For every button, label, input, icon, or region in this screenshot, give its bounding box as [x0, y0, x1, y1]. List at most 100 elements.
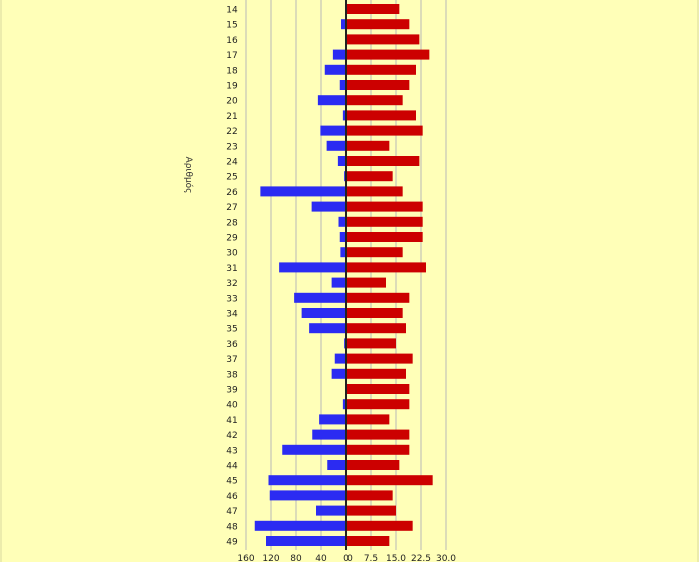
- bar-right-37: [346, 353, 413, 364]
- bar-left-15: [341, 19, 346, 30]
- bar-left-19: [339, 80, 346, 90]
- bar-right-41: [346, 414, 390, 425]
- category-label-35: 35: [226, 325, 237, 335]
- bar-left-38: [331, 368, 346, 379]
- x-tick-label-left: 160: [237, 554, 254, 562]
- bar-right-25: [346, 171, 393, 182]
- bar-left-26: [260, 186, 346, 197]
- category-label-36: 36: [226, 340, 238, 350]
- bar-right-36: [346, 338, 396, 349]
- bar-right-45: [346, 475, 433, 486]
- bar-left-22: [320, 125, 346, 136]
- bar-right-38: [346, 368, 406, 379]
- y-axis-label: Αριθμός: [183, 157, 194, 194]
- bar-left-46: [269, 490, 346, 501]
- bar-left-27: [311, 201, 346, 212]
- category-label-38: 38: [226, 370, 238, 380]
- bar-right-35: [346, 323, 406, 334]
- category-label-19: 19: [226, 82, 238, 92]
- bar-left-42: [312, 429, 346, 440]
- category-label-27: 27: [226, 203, 237, 213]
- bar-left-31: [279, 262, 346, 273]
- category-label-25: 25: [226, 173, 237, 183]
- category-label-42: 42: [226, 431, 237, 441]
- category-label-14: 14: [226, 6, 238, 16]
- bar-left-44: [327, 460, 346, 470]
- bar-left-40: [342, 399, 346, 410]
- category-label-23: 23: [226, 142, 237, 152]
- category-label-30: 30: [226, 249, 238, 259]
- category-label-15: 15: [226, 21, 237, 31]
- bar-right-14: [346, 4, 400, 14]
- category-label-45: 45: [226, 477, 237, 487]
- x-tick-label-right: 30.0: [436, 554, 456, 562]
- bar-left-49: [266, 536, 346, 546]
- category-label-32: 32: [226, 279, 237, 289]
- bar-right-18: [346, 64, 416, 75]
- x-tick-label-left: 0: [343, 554, 349, 562]
- bar-right-26: [346, 186, 403, 197]
- category-label-41: 41: [226, 416, 237, 426]
- category-label-37: 37: [226, 355, 237, 365]
- bar-right-34: [346, 308, 403, 318]
- x-axis-ticks: 160 120 80 40 00 7.5 15.0 22.5 30.0: [237, 554, 456, 562]
- category-label-40: 40: [226, 401, 238, 411]
- bar-right-20: [346, 95, 403, 106]
- bar-right-40: [346, 399, 410, 410]
- category-labels: 14 15 16 17 18 19 20 21 22 23 24 25 26 27 28 29 30 31 32 33…: [226, 6, 238, 548]
- x-tick-label-left: 120: [262, 554, 279, 562]
- bar-right-17: [346, 49, 430, 60]
- category-label-26: 26: [226, 188, 238, 198]
- bar-left-32: [331, 277, 346, 288]
- category-label-24: 24: [226, 158, 238, 168]
- bar-left-47: [316, 505, 346, 516]
- bar-left-34: [301, 308, 346, 318]
- bar-right-19: [346, 80, 410, 90]
- bar-right-32: [346, 277, 386, 288]
- x-tick-label-right: 7.5: [364, 554, 378, 562]
- x-tick-label-left: 80: [290, 554, 302, 562]
- bar-left-21: [342, 110, 346, 121]
- bar-left-35: [309, 323, 346, 334]
- category-label-28: 28: [226, 218, 238, 228]
- category-label-46: 46: [226, 492, 238, 502]
- bar-right-44: [346, 460, 400, 470]
- x-tick-label-left: 40: [315, 554, 327, 562]
- category-label-18: 18: [226, 66, 238, 76]
- bar-right-49: [346, 536, 390, 546]
- bar-left-33: [294, 292, 346, 303]
- bar-right-33: [346, 292, 410, 303]
- category-label-20: 20: [226, 97, 238, 107]
- category-label-17: 17: [226, 51, 237, 61]
- category-label-21: 21: [226, 112, 237, 122]
- category-label-16: 16: [226, 36, 238, 46]
- bar-right-46: [346, 490, 393, 501]
- bar-right-28: [346, 216, 423, 227]
- bar-right-15: [346, 19, 410, 30]
- bar-left-41: [319, 414, 346, 425]
- bar-left-48: [254, 520, 346, 531]
- bar-right-23: [346, 140, 390, 151]
- x-tick-label-right: 0: [347, 554, 353, 562]
- x-tick-label-right: 22.5: [411, 554, 431, 562]
- bar-right-30: [346, 247, 403, 258]
- category-label-48: 48: [226, 522, 238, 532]
- x-tick-label-right: 15.0: [386, 554, 406, 562]
- bar-left-17: [332, 49, 346, 60]
- bar-right-16: [346, 34, 420, 45]
- category-label-39: 39: [226, 386, 238, 396]
- bar-left-23: [326, 140, 346, 151]
- bar-left-20: [317, 95, 346, 106]
- bar-left-29: [339, 232, 346, 242]
- bar-left-28: [338, 216, 346, 227]
- bar-left-45: [268, 475, 346, 486]
- category-label-29: 29: [226, 234, 238, 244]
- bar-left-30: [340, 247, 346, 258]
- bars-group: [254, 4, 433, 546]
- bar-right-27: [346, 201, 423, 212]
- bar-right-22: [346, 125, 423, 136]
- bar-right-43: [346, 444, 410, 455]
- bar-right-42: [346, 429, 410, 440]
- category-label-43: 43: [226, 446, 237, 456]
